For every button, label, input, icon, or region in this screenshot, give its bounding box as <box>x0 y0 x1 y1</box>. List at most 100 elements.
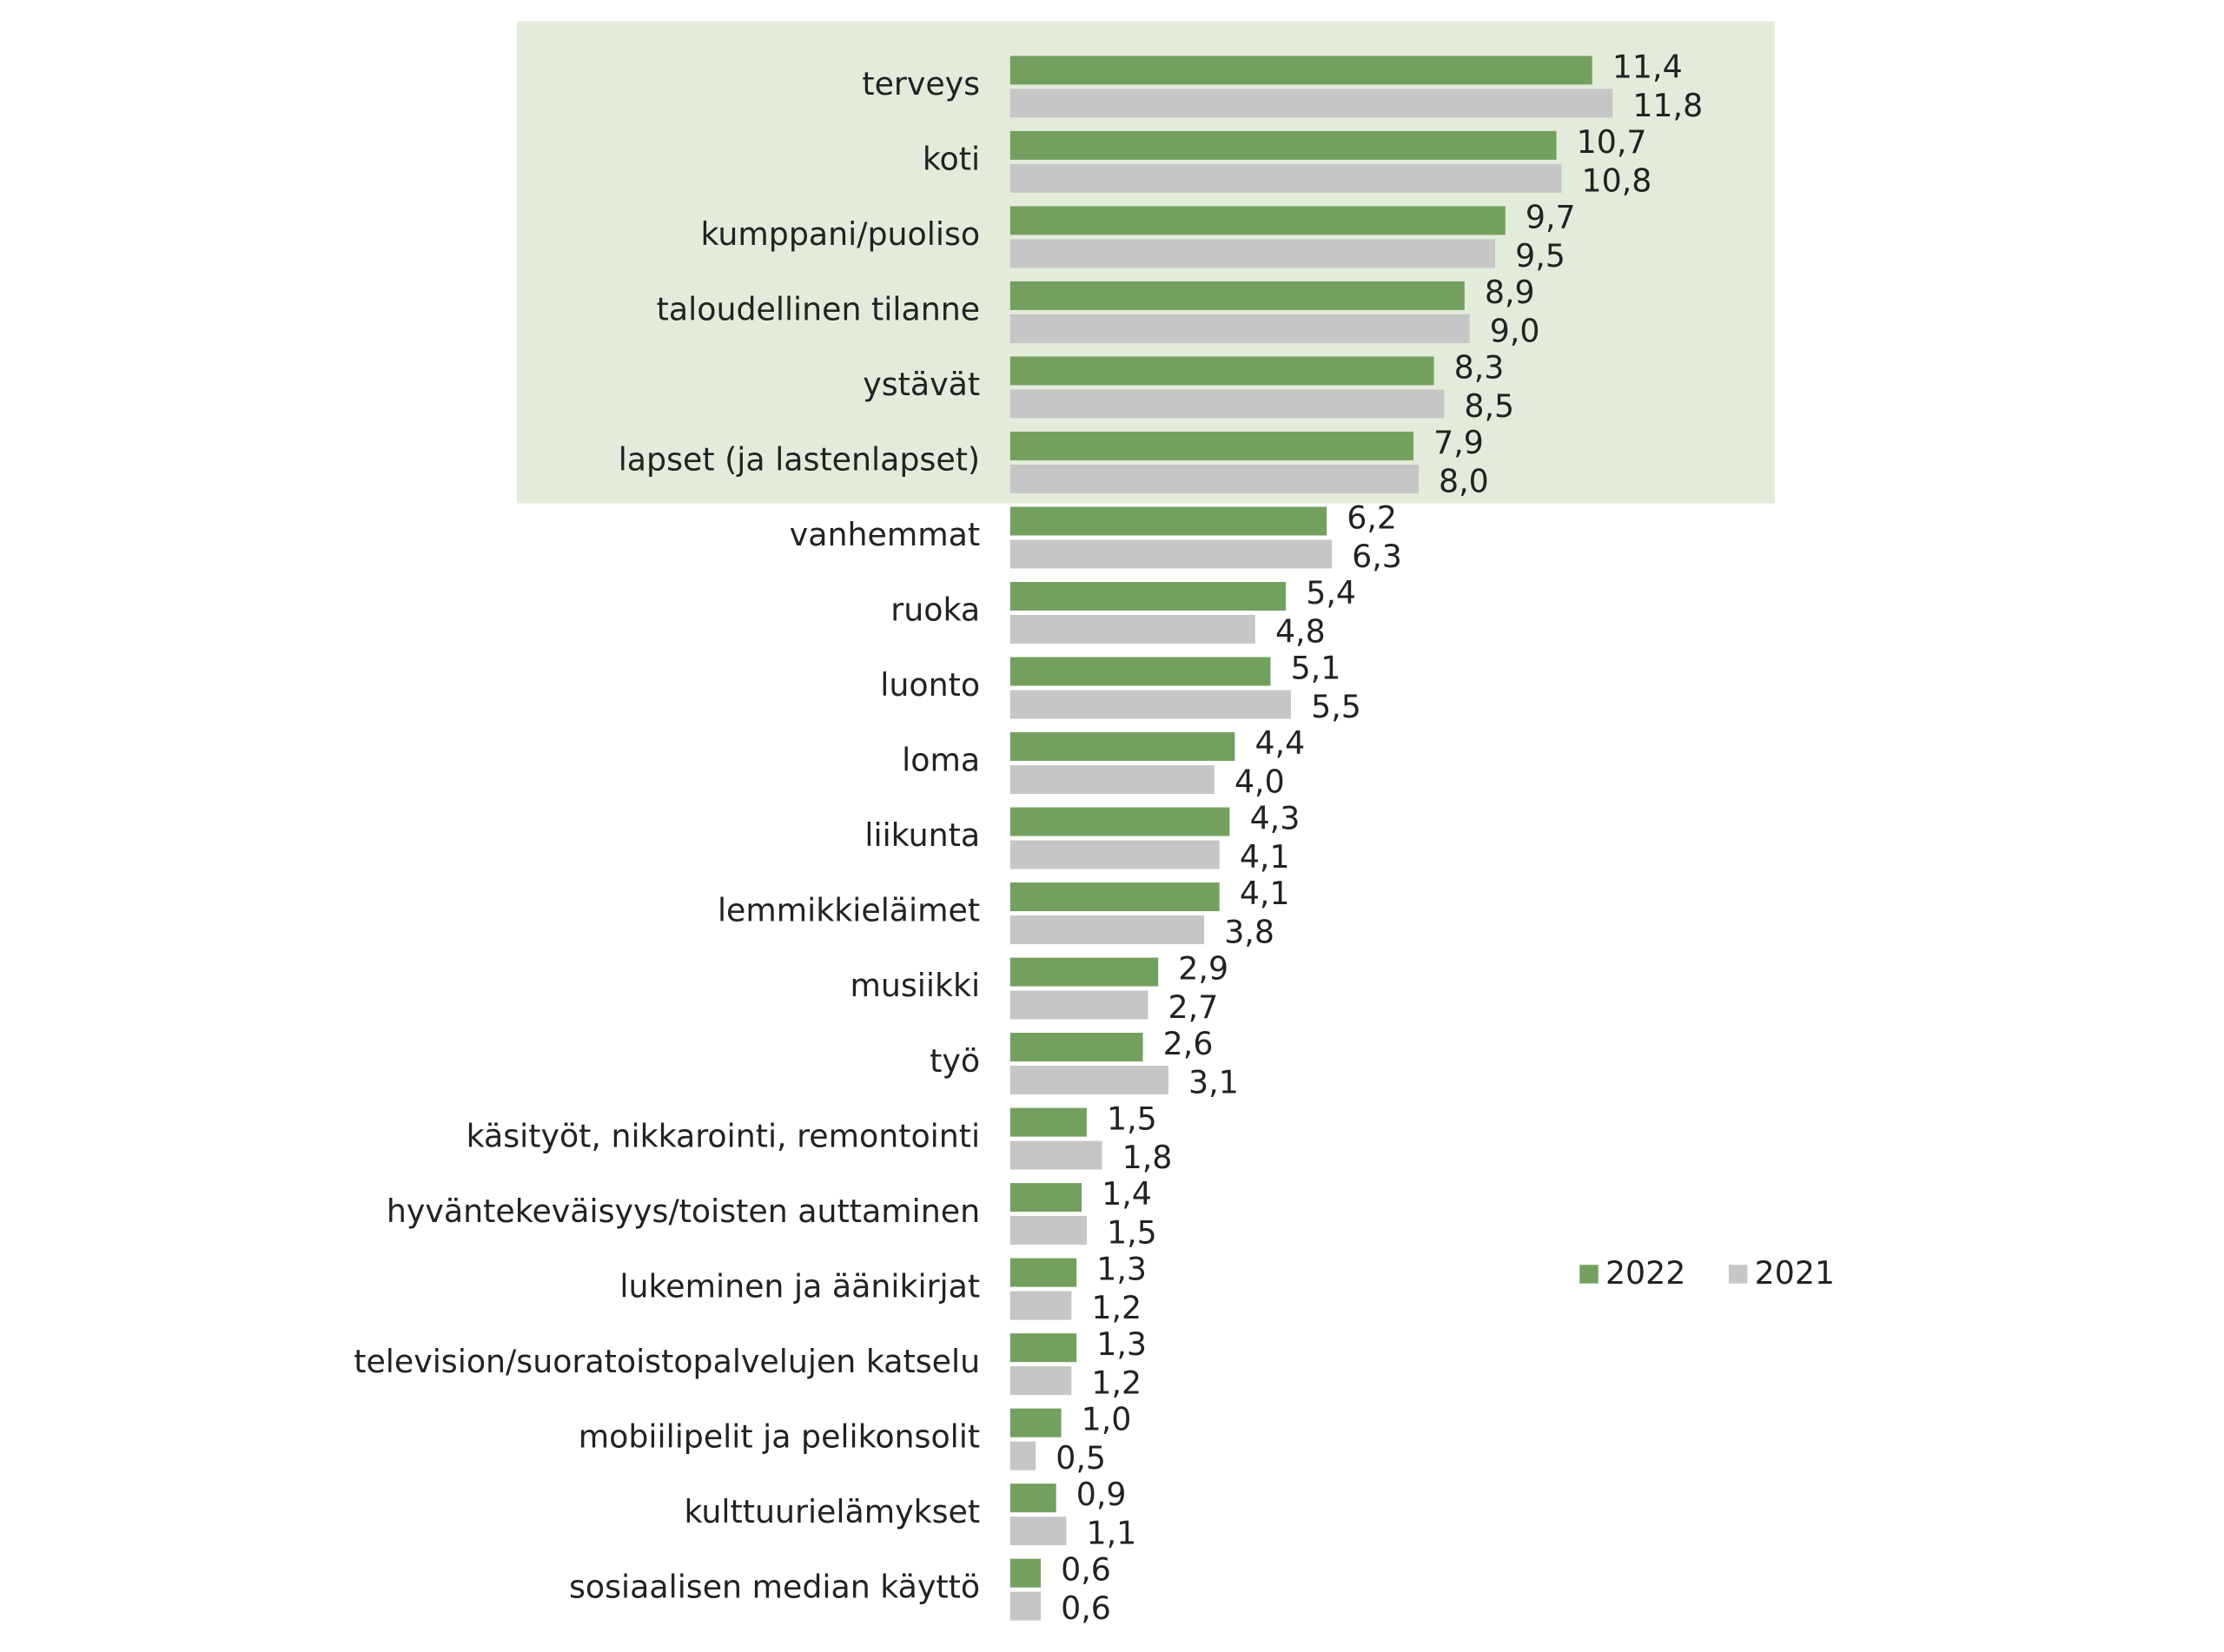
category-label: lukeminen ja äänikirjat <box>619 1267 980 1305</box>
legend-label: 2021 <box>1755 1254 1835 1292</box>
bar <box>1009 1366 1072 1396</box>
bar <box>1009 990 1148 1020</box>
category-label: lemmikkieläimet <box>718 892 980 929</box>
bar <box>1009 732 1235 762</box>
value-label: 3,1 <box>1188 1064 1239 1101</box>
value-label: 1,2 <box>1091 1365 1142 1402</box>
bar <box>1009 882 1220 912</box>
value-label: 0,6 <box>1061 1589 1111 1627</box>
value-label: 5,1 <box>1291 649 1341 686</box>
category-label: sosiaalisen median käyttö <box>569 1568 980 1605</box>
category-label: kulttuurielämykset <box>684 1493 980 1530</box>
bar <box>1009 1441 1036 1470</box>
value-label: 7,9 <box>1433 424 1484 461</box>
bar <box>1009 807 1230 836</box>
value-label: 2,9 <box>1178 949 1228 987</box>
value-label: 8,3 <box>1454 348 1505 386</box>
category-label: hyväntekeväisyys/toisten auttaminen <box>387 1193 980 1230</box>
category-label: taloudellinen tilanne <box>657 291 980 328</box>
value-label: 10,7 <box>1577 123 1647 161</box>
bar <box>1009 957 1159 987</box>
bar <box>1009 314 1470 343</box>
bar <box>1009 206 1506 235</box>
value-label: 3,8 <box>1224 913 1274 950</box>
category-label: television/suoratoistopalvelujen katselu <box>354 1343 980 1380</box>
value-label: 1,3 <box>1096 1325 1147 1363</box>
category-label: ruoka <box>890 591 980 629</box>
bar <box>1009 464 1419 493</box>
value-label: 4,8 <box>1275 612 1326 650</box>
value-label: 8,0 <box>1439 462 1489 499</box>
category-label: käsityöt, nikkarointi, remontointi <box>467 1117 981 1154</box>
value-label: 5,4 <box>1306 574 1356 611</box>
bar <box>1009 690 1291 719</box>
category-label: luonto <box>880 666 980 704</box>
value-label: 4,1 <box>1240 875 1290 912</box>
bar <box>1009 130 1557 160</box>
value-label: 9,0 <box>1490 312 1540 349</box>
value-label: 6,3 <box>1352 538 1402 575</box>
bar <box>1009 1140 1102 1170</box>
category-label: liikunta <box>864 816 980 854</box>
bar <box>1009 389 1445 419</box>
value-label: 1,8 <box>1122 1139 1173 1176</box>
bar <box>1009 89 1613 118</box>
value-label: 1,1 <box>1087 1515 1137 1552</box>
bar <box>1009 239 1496 268</box>
value-label: 10,8 <box>1582 162 1652 199</box>
bar <box>1009 1591 1042 1621</box>
value-label: 4,3 <box>1250 799 1301 836</box>
bar <box>1009 1483 1056 1513</box>
value-label: 9,5 <box>1515 237 1565 274</box>
bar <box>1009 614 1255 644</box>
category-label: vanhemmat <box>790 516 980 553</box>
bar <box>1009 1258 1077 1287</box>
bar <box>1009 281 1465 310</box>
bar <box>1009 356 1434 386</box>
bar <box>1009 581 1287 611</box>
value-label: 6,2 <box>1347 499 1397 536</box>
category-label: ystävät <box>863 366 980 403</box>
bar <box>1009 1107 1087 1137</box>
value-label: 2,7 <box>1168 988 1219 1026</box>
category-label: kumppani/puoliso <box>701 215 981 253</box>
value-label: 4,4 <box>1254 724 1305 762</box>
bar <box>1009 1216 1087 1246</box>
bar <box>1009 657 1271 686</box>
bar <box>1009 539 1333 569</box>
category-label: terveys <box>862 65 980 102</box>
bar <box>1009 1408 1062 1437</box>
value-label: 0,5 <box>1056 1439 1106 1477</box>
category-label: mobiilipelit ja pelikonsolit <box>579 1417 980 1455</box>
legend-swatch <box>1728 1265 1748 1284</box>
category-label: lapset (ja lastenlapset) <box>619 441 980 479</box>
value-label: 1,3 <box>1096 1250 1147 1287</box>
bar <box>1009 163 1562 193</box>
value-label: 9,7 <box>1526 198 1576 235</box>
value-label: 1,2 <box>1091 1289 1142 1326</box>
bar <box>1009 506 1327 536</box>
value-label: 5,5 <box>1311 688 1361 725</box>
legend-swatch <box>1579 1265 1598 1284</box>
bar <box>1009 1183 1082 1213</box>
value-label: 11,8 <box>1632 87 1703 124</box>
category-label: loma <box>902 742 980 779</box>
bar <box>1009 764 1215 795</box>
bar <box>1009 56 1592 85</box>
bar <box>1009 1333 1077 1363</box>
value-label: 4,1 <box>1240 838 1290 876</box>
bar <box>1009 1033 1143 1062</box>
value-label: 8,5 <box>1464 387 1514 425</box>
value-label: 1,0 <box>1082 1401 1132 1438</box>
value-label: 1,5 <box>1107 1214 1157 1252</box>
bar <box>1009 1291 1072 1320</box>
bar <box>1009 1066 1168 1095</box>
bar <box>1009 840 1220 869</box>
category-label: musiikki <box>850 967 980 1004</box>
value-label: 0,6 <box>1061 1551 1111 1589</box>
bar <box>1009 431 1414 460</box>
category-label: työ <box>930 1042 980 1080</box>
bar <box>1009 1558 1042 1588</box>
bar <box>1009 915 1205 945</box>
